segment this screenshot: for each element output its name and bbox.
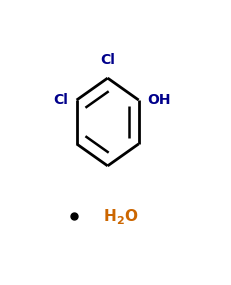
Text: Cl: Cl [53,93,68,107]
Text: O: O [124,209,137,224]
Text: H: H [104,209,117,224]
Text: 2: 2 [117,216,124,226]
Text: Cl: Cl [100,53,115,67]
Text: OH: OH [148,93,171,107]
